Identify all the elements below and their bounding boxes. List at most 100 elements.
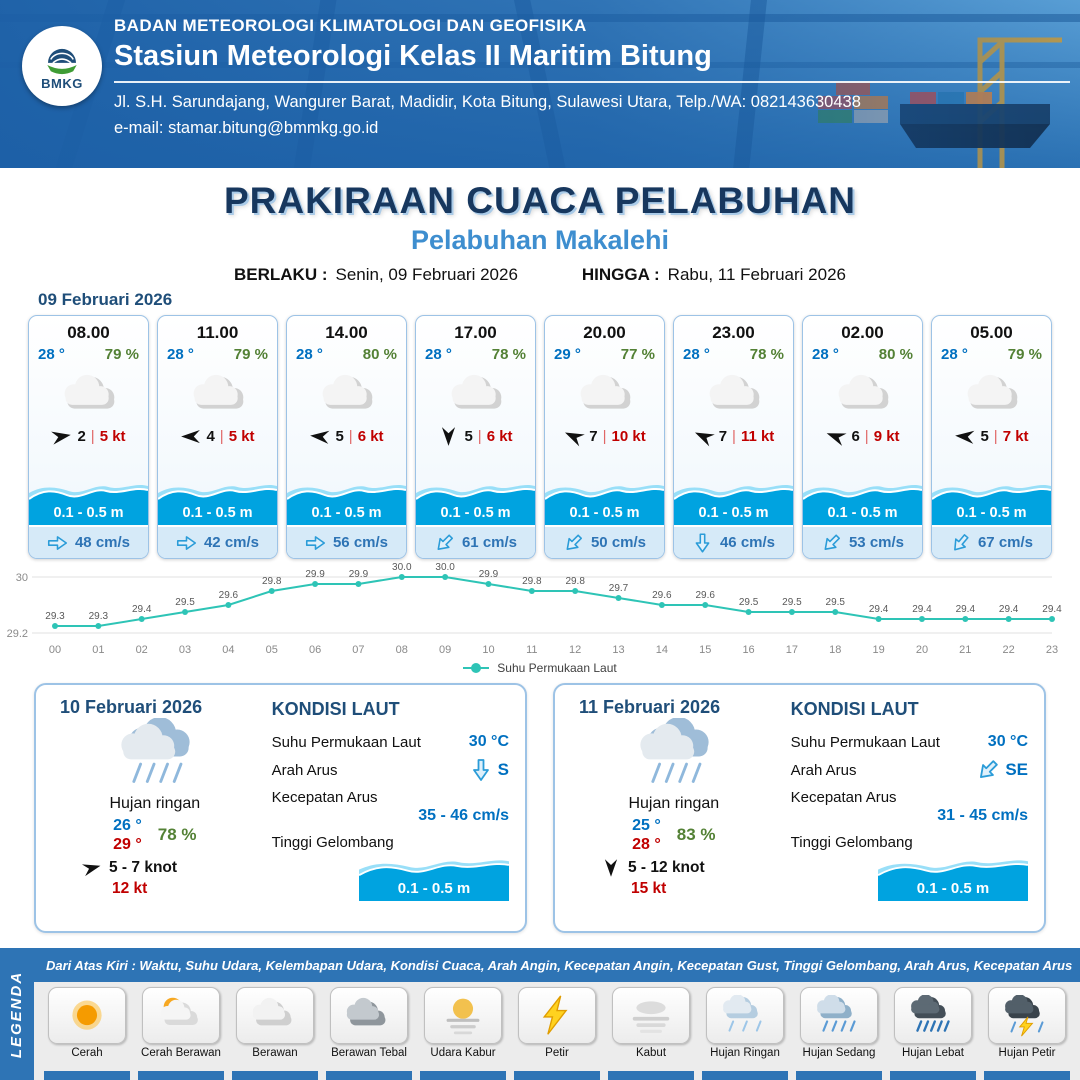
svg-text:29.6: 29.6	[695, 590, 715, 601]
current-speed: 46 cm/s	[719, 534, 776, 551]
wind-row: 7 | 10 kt	[545, 423, 664, 449]
current-row: 42 cm/s	[158, 525, 277, 558]
current-speed: 48 cm/s	[74, 534, 131, 551]
current-row: 56 cm/s	[287, 525, 406, 558]
wave-height-band: 0.1 - 0.5 m	[674, 477, 793, 525]
current-speed: 61 cm/s	[461, 534, 518, 551]
svg-text:29.6: 29.6	[219, 590, 239, 601]
hourly-forecast-card: 14.00 28 ° 80 % 5 | 6 kt 0.1 - 0.5 m	[286, 315, 407, 559]
air-temperature: 28 °	[941, 346, 968, 363]
wind-gust: 5 kt	[228, 427, 255, 445]
wind-row: 5 | 6 kt	[287, 423, 406, 449]
svg-text:18: 18	[829, 644, 841, 656]
legend-item: Hujan Lebat	[888, 987, 978, 1080]
valid-until-value: Rabu, 11 Februari 2026	[667, 265, 846, 284]
wave-graphic-icon	[359, 860, 509, 901]
svg-text:16: 16	[742, 644, 754, 656]
current-row: 50 cm/s	[545, 525, 664, 558]
svg-text:01: 01	[92, 644, 104, 656]
hourly-forecast-card: 02.00 28 ° 80 % 6 | 9 kt 0.1 - 0.5 m	[802, 315, 923, 559]
wave-height-band: 0.1 - 0.5 m	[803, 477, 922, 525]
svg-text:29.3: 29.3	[45, 611, 65, 622]
wave-height: 0.1 - 0.5 m	[698, 505, 769, 521]
legend-item-underline	[44, 1071, 130, 1080]
wind-direction-arrow-icon	[81, 864, 101, 877]
current-row: 67 cm/s	[932, 525, 1051, 558]
svg-text:29.9: 29.9	[305, 569, 325, 580]
wind-gust-separator: |	[864, 427, 869, 445]
hourly-forecast-card: 17.00 28 ° 78 % 5 | 6 kt 0.1 - 0.5 m	[415, 315, 536, 559]
svg-text:09: 09	[439, 644, 451, 656]
wind-speed: 6	[851, 427, 860, 445]
temp-humidity-row: 28 ° 79 %	[158, 343, 277, 363]
wind-gust: 5 kt	[99, 427, 126, 445]
current-row: 46 cm/s	[674, 525, 793, 558]
wave-graphic-icon	[158, 484, 277, 525]
light-rain-icon	[621, 717, 727, 794]
current-direction-arrow-icon	[954, 533, 969, 550]
daily-cards: 10 Februari 2026 Hujan ringan 26 ° 29 °	[0, 683, 1080, 933]
daily-humidity: 78 %	[157, 825, 197, 845]
daily-wind: 5 - 7 knot	[81, 859, 178, 877]
cloudy-icon	[545, 365, 664, 423]
daily-temp-min: 25 °	[632, 817, 661, 834]
wave-height-band: 0.1 - 0.5 m	[29, 477, 148, 525]
daily-temp-max: 28 °	[632, 836, 661, 854]
svg-text:04: 04	[222, 644, 234, 656]
svg-text:23: 23	[1046, 644, 1058, 656]
daily-wind-speed: 5 - 7 knot	[109, 859, 178, 877]
wave-height-band: 0.1 - 0.5 m	[287, 477, 406, 525]
legend-item: Berawan	[230, 987, 320, 1080]
legend-item: Kabut	[606, 987, 696, 1080]
hourly-forecast-card: 11.00 28 ° 79 % 4 | 5 kt 0.1 - 0.5 m	[157, 315, 278, 559]
wind-direction-arrow-icon	[51, 431, 72, 445]
current-speed: 67 cm/s	[977, 534, 1034, 551]
temp-humidity-row: 28 ° 79 %	[932, 343, 1051, 363]
bmkg-logo-text: BMKG	[41, 76, 83, 91]
svg-text:29.8: 29.8	[565, 576, 585, 587]
svg-text:07: 07	[352, 644, 364, 656]
humidity: 79 %	[1007, 346, 1042, 363]
thick-cloud-icon	[330, 987, 408, 1044]
hourly-cards: 08.00 28 ° 79 % 2 | 5 kt 0.1 - 0.5 m	[0, 315, 1080, 559]
current-direction-value: S	[497, 760, 509, 779]
forecast-time: 08.00	[67, 323, 110, 342]
wave-graphic-icon	[803, 484, 922, 525]
wind-row: 7 | 11 kt	[674, 423, 793, 449]
current-speed-value: 31 - 45 cm/s	[937, 807, 1028, 824]
legend-item-label: Udara Kabur	[430, 1047, 496, 1059]
legend-item-underline	[796, 1071, 882, 1080]
daily-wind-speed: 5 - 12 knot	[628, 859, 705, 877]
svg-text:05: 05	[266, 644, 278, 656]
air-temperature: 28 °	[683, 346, 710, 363]
wind-speed: 4	[206, 427, 215, 445]
cloud-icon	[236, 987, 314, 1044]
daily-condition: Hujan ringan	[109, 795, 201, 812]
fog-icon	[612, 987, 690, 1044]
wind-speed: 7	[718, 427, 728, 445]
legend-item-underline	[232, 1071, 318, 1080]
svg-text:29.4: 29.4	[869, 604, 889, 615]
svg-text:10: 10	[482, 644, 494, 656]
wind-speed: 5	[980, 427, 989, 445]
daily-date: 11 Februari 2026	[579, 697, 721, 717]
legend-item-underline	[326, 1071, 412, 1080]
legend-item-label: Berawan	[252, 1047, 298, 1059]
sea-condition-column: KONDISI LAUT Suhu Permukaan Laut 30 °C A…	[777, 697, 1028, 919]
current-direction-arrow-icon	[824, 533, 840, 550]
svg-text:30: 30	[16, 572, 28, 584]
current-direction-arrow-icon	[980, 760, 999, 778]
light-rain-icon	[706, 987, 784, 1044]
current-direction-arrow-icon	[47, 535, 68, 550]
wave-graphic-icon	[29, 484, 148, 525]
wind-speed: 5	[335, 427, 344, 445]
legend-side-bar: LEGENDA	[0, 948, 34, 1080]
legend-item-underline	[420, 1071, 506, 1080]
harbor-illustration	[0, 0, 1080, 168]
moderate-rain-icon	[800, 987, 878, 1044]
daily-wind-gust: 12 kt	[112, 880, 148, 898]
cloudy-icon	[932, 365, 1051, 423]
haze-icon	[424, 987, 502, 1044]
legend-item: Hujan Ringan	[700, 987, 790, 1080]
